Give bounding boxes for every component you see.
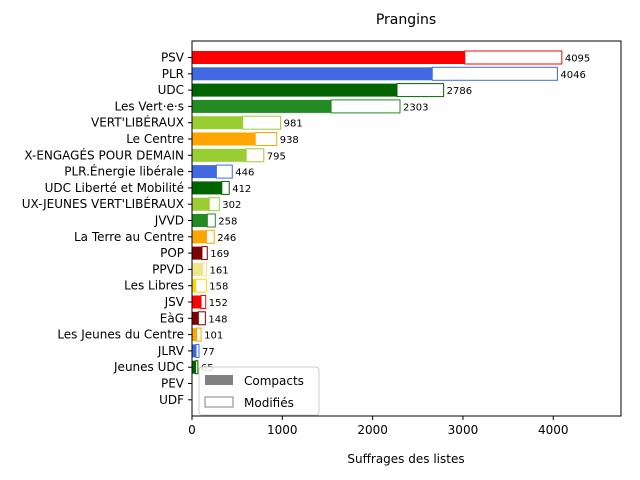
y-tick-label: Les Jeunes du Centre [57, 328, 184, 342]
bar-modifies-jsv [200, 295, 207, 309]
plot-frame [191, 40, 622, 417]
value-label: 152 [209, 298, 228, 309]
legend-label-modifies: Modifiés [244, 396, 294, 410]
legend-swatch-compacts [205, 375, 233, 385]
bar-compacts-les-libres [192, 279, 196, 293]
y-tick-label: EàG [160, 311, 184, 325]
bar-compacts-plr [192, 67, 433, 81]
x-ticks: 0 1000 2000 3000 4000 [188, 416, 569, 437]
bar-modifies-les-jeunes-du-centre [196, 327, 202, 342]
value-label: 2786 [447, 86, 472, 97]
y-tick-label: X-ENGAGÉS POUR DEMAIN [24, 147, 184, 162]
legend: Compacts Modifiés [198, 366, 320, 416]
value-label: 101 [204, 331, 223, 342]
value-label: 77 [202, 347, 215, 358]
value-label: 302 [222, 200, 241, 211]
bar-modifies-les-libres [195, 278, 207, 293]
x-tick-label: 1000 [267, 423, 298, 437]
value-label: 158 [209, 282, 228, 293]
y-tick-label: PPVD [152, 262, 184, 276]
y-tick-label: UX-JEUNES VERT'LIBÉRAUX [22, 196, 184, 211]
bar-modifies-jeunes-udc [195, 360, 199, 375]
bar-compacts-udc [192, 83, 398, 97]
y-tick-label: JLRV [157, 344, 185, 358]
value-label: 795 [267, 151, 286, 162]
bar-modifies-udc-liberte-et-mobilite [221, 180, 230, 195]
y-tick-label: PEV [161, 377, 185, 391]
bar-modifies-la-terre-au-centre [205, 229, 215, 244]
bar-compacts-plr-energie-liberale [192, 165, 217, 179]
bar-modifies-plr-energie-liberale [215, 164, 233, 179]
value-label: 981 [284, 119, 303, 130]
value-label: 412 [232, 184, 251, 195]
bar-modifies-eag [197, 311, 206, 326]
bar-modifies-vert-liberaux [242, 115, 282, 130]
bar-compacts-vert-liberaux [192, 116, 243, 130]
bar-compacts-jeunes-udc [192, 360, 196, 374]
x-tick-label: 2000 [357, 423, 388, 437]
bar-modifies-les-vert-e-s [330, 99, 401, 114]
value-label: 446 [235, 168, 254, 179]
y-tick-label: Les Vert·e·s [115, 99, 185, 113]
bar-compacts-jsv [192, 295, 202, 309]
bars [192, 50, 563, 375]
x-tick-label: 3000 [448, 423, 479, 437]
y-tick-label: PLR.Énergie libérale [64, 164, 184, 179]
bar-compacts-eag [192, 311, 199, 325]
bar-modifies-jvvd [206, 213, 216, 228]
value-label: 2303 [403, 102, 428, 113]
y-tick-label: POP [160, 246, 184, 260]
y-tick-label: Les Libres [124, 279, 184, 293]
bar-modifies-x-engages-pour-demain [245, 148, 265, 163]
y-tick-label: VERT'LIBÉRAUX [91, 115, 184, 130]
y-tick-label: Le Centre [126, 132, 184, 146]
value-label: 4095 [565, 54, 590, 65]
bar-modifies-plr [431, 66, 558, 81]
y-tick-label: UDC Liberté et Mobilité [45, 181, 184, 195]
bar-compacts-psv [192, 51, 465, 64]
y-tick-label: JVVD [154, 214, 184, 228]
bar-compacts-jlrv [192, 344, 197, 358]
x-tick-label: 0 [188, 423, 196, 437]
bar-modifies-pop [201, 246, 208, 261]
bar-compacts-x-engages-pour-demain [192, 148, 247, 162]
y-tick-label: PLR [162, 67, 184, 81]
y-tick-labels: PSV PLR UDC Les Vert·e·s VERT'LIBÉRAUX Le Cen… [22, 51, 192, 407]
chart-title: Prangins [376, 12, 436, 28]
bar-modifies-ppvd [202, 262, 208, 277]
bar-modifies-udc [396, 83, 445, 98]
bar-compacts-la-terre-au-centre [192, 230, 207, 244]
bar-compacts-udc-liberte-et-mobilite [192, 181, 222, 195]
bar-compacts-les-jeunes-du-centre [192, 328, 197, 342]
bar-modifies-jlrv [195, 343, 200, 358]
value-label: 161 [210, 265, 229, 276]
bar-compacts-les-vert-e-s [192, 99, 332, 113]
y-tick-label: La Terre au Centre [74, 230, 184, 244]
value-label: 4046 [560, 70, 585, 81]
y-tick-label: UDC [158, 83, 184, 97]
value-label: 148 [208, 314, 227, 325]
bar-compacts-pop [192, 246, 202, 260]
y-tick-label: Jeunes UDC [113, 360, 184, 374]
y-tick-label: UDF [159, 393, 184, 407]
legend-swatch-modifies [204, 396, 234, 408]
legend-label-compacts: Compacts [244, 374, 304, 388]
bar-compacts-jvvd [192, 214, 208, 227]
bar-modifies-psv [464, 50, 563, 65]
value-label: 938 [280, 135, 299, 146]
bar-modifies-le-centre [254, 132, 278, 146]
value-label: 169 [210, 249, 229, 260]
x-tick-label: 4000 [538, 423, 569, 437]
value-label: 258 [218, 217, 237, 228]
bar-compacts-ux-jeunes-vert-liberaux [192, 197, 210, 211]
x-axis-label: Suffrages des listes [347, 452, 464, 466]
bar-modifies-ux-jeunes-vert-liberaux [208, 197, 220, 212]
y-tick-label: PSV [161, 51, 185, 65]
bar-compacts-ppvd [192, 262, 203, 276]
value-label: 246 [217, 233, 236, 244]
bar-compacts-le-centre [192, 132, 256, 146]
y-tick-label: JSV [164, 295, 185, 309]
